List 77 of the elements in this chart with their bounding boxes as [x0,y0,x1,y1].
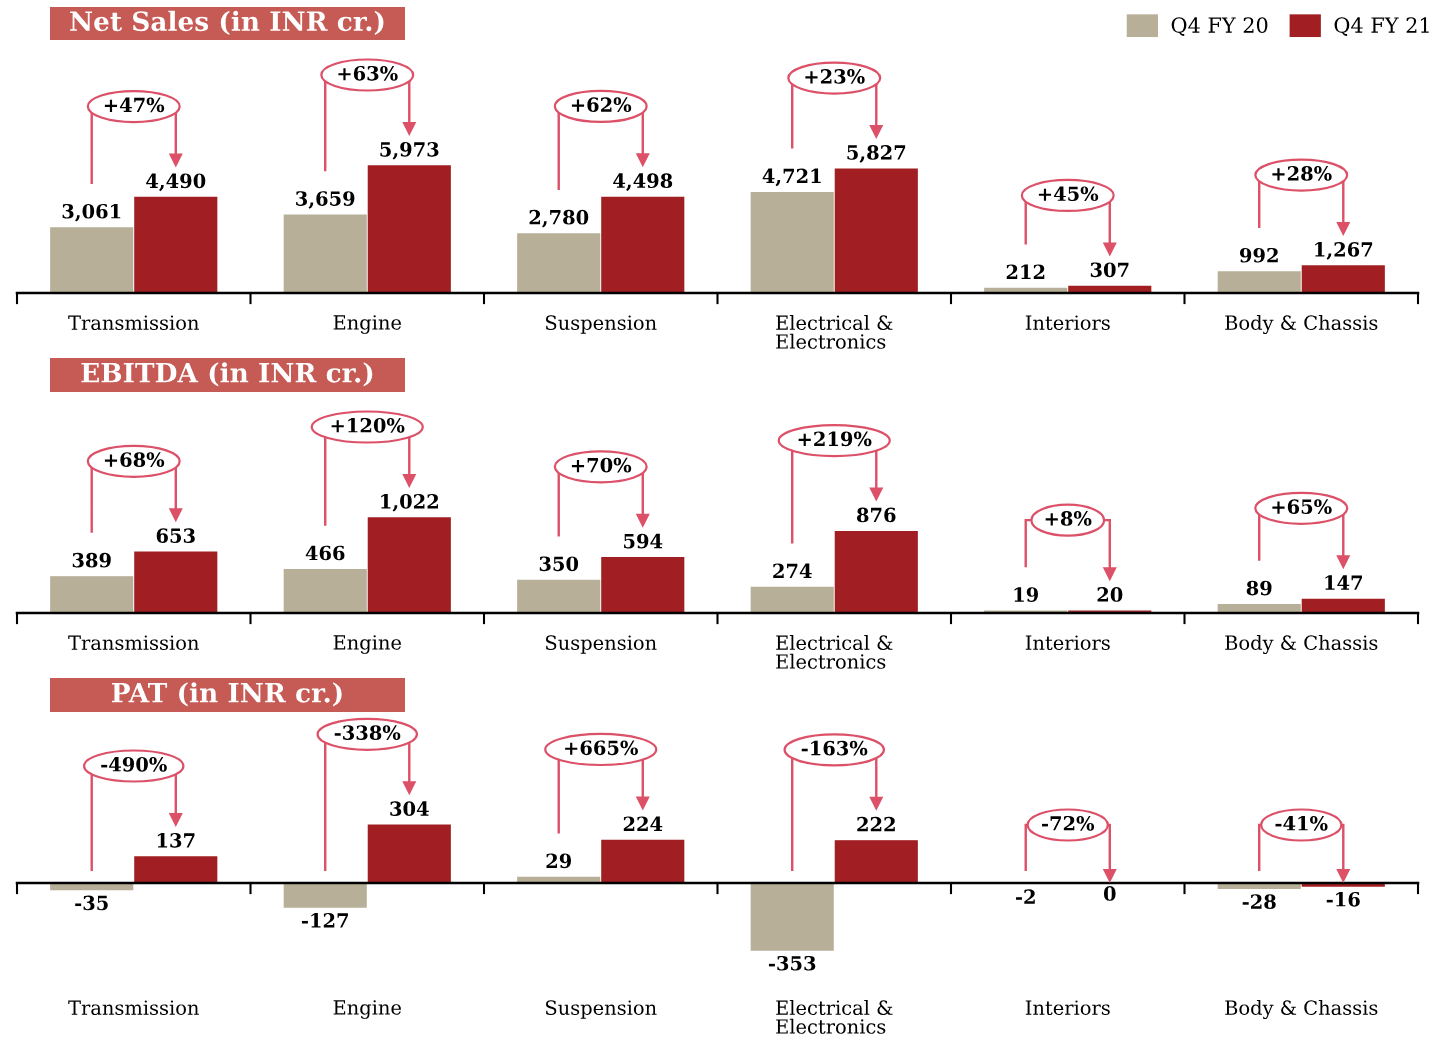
x-tick-label: Suspension [546,1000,657,1019]
x-tick-label: Transmission [68,1000,199,1016]
data-label: 89 [1246,580,1272,596]
annotation: -41% [1275,815,1328,831]
x-tick-label: Body & Chassis [1225,1000,1378,1020]
data-label: 1,267 [1315,242,1373,260]
chart-title: EBITDA (in INR cr.) [81,362,373,387]
annotation: -72% [1042,815,1095,831]
data-label: -28 [1242,894,1276,909]
text: -163% [801,740,868,756]
x-tick-label: Suspension [546,635,657,654]
data-label: 212 [1006,264,1045,279]
text: +70% [571,457,632,473]
text: +63% [338,65,398,81]
x-tick-label: Body & Chassis [1225,635,1378,655]
data-label: 594 [624,533,663,549]
x-tick-label: Interiors [1025,1000,1110,1016]
legend-label: Q4 FY 21 [1334,17,1429,36]
data-label: -2 [1015,889,1035,904]
text: -490% [101,756,167,772]
data-label: 389 [72,552,111,568]
text: +665% [565,740,638,756]
data-label: 307 [1090,262,1129,278]
data-label: 5,973 [380,141,439,160]
data-label: 20 [1097,587,1123,602]
text: +65% [1272,499,1332,514]
data-label: 137 [157,832,195,848]
data-label: 5,827 [847,145,906,163]
text: +47% [104,97,165,113]
data-label: 304 [390,801,429,816]
data-label: 222 [857,816,895,832]
annotation: +28% [1272,165,1332,181]
text: +219% [798,431,872,447]
data-label: 2,780 [529,209,589,228]
data-label: 4,490 [146,173,206,192]
data-label: 3,061 [62,203,121,222]
data-label: 19 [1014,587,1039,602]
annotation: +45% [1038,186,1099,202]
data-label: -35 [75,895,108,911]
data-label: 1,022 [381,493,438,512]
data-label: 3,659 [296,191,355,209]
data-label: 4,721 [762,168,821,187]
data-label: 224 [623,816,663,831]
legend-label: Q4 FY 20 [1171,17,1268,36]
data-label: -353 [768,955,816,971]
data-label: 0 [1103,886,1116,901]
x-tick-label: Electrical & Electronics [776,1000,893,1034]
x-tick-label: Transmission [68,635,199,651]
x-tick-label: Interiors [1025,315,1110,331]
x-tick-label: Engine [333,1000,401,1019]
x-tick-label: Suspension [546,315,657,334]
data-label: 653 [156,528,195,543]
x-tick-label: Electrical & Electronics [776,315,893,349]
x-tick-label: Engine [333,315,401,334]
data-label: 147 [1325,575,1362,590]
data-label: 876 [856,507,896,523]
data-label: -127 [301,913,348,928]
chart-title: Net Sales (in INR cr.) [70,10,384,35]
text: +62% [571,97,632,112]
data-label: 4,498 [613,173,673,191]
text: +23% [805,69,865,84]
text: +120% [331,417,405,433]
x-tick-label: Electrical & Electronics [776,635,893,669]
x-tick-label: Body & Chassis [1225,315,1378,335]
data-label: 29 [546,853,572,869]
x-tick-label: Interiors [1025,635,1110,651]
annotation: +8% [1045,511,1092,526]
text: +68% [104,452,165,467]
data-label: 466 [305,545,345,561]
data-label: 992 [1239,247,1278,263]
chart-title: PAT (in INR cr.) [112,682,342,707]
x-tick-label: Engine [333,635,401,654]
text: -338% [334,725,401,740]
x-tick-label: Transmission [68,315,199,331]
data-label: 274 [773,563,812,578]
data-label: 350 [539,556,579,572]
data-label: -16 [1326,891,1360,907]
